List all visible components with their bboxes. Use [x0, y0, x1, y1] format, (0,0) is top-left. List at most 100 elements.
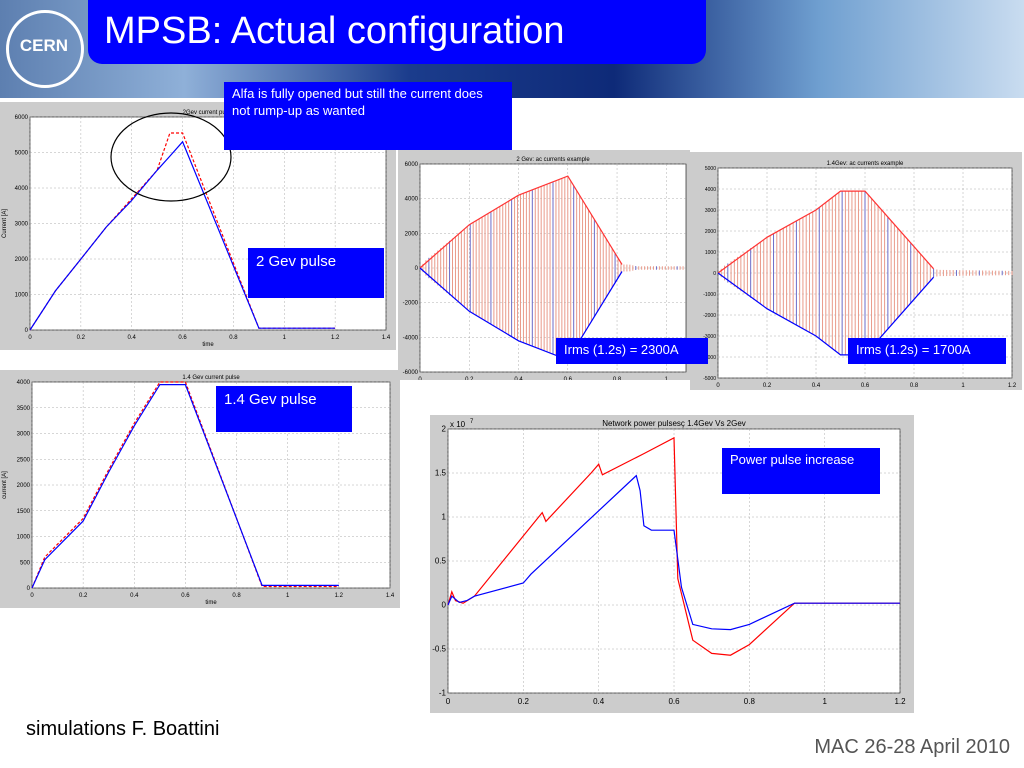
- y-tick-label: 1: [442, 513, 447, 522]
- cern-logo: [6, 10, 84, 88]
- y-tick-label: 6000: [15, 115, 29, 121]
- y-tick-label: 2500: [17, 457, 31, 463]
- x-tick-label: 0: [418, 377, 422, 380]
- series-line: [447, 436, 900, 656]
- x-tick-label: 0.8: [613, 377, 622, 380]
- y-axis-label: Current [A]: [2, 209, 8, 238]
- x-tick-label: 0.4: [812, 383, 821, 389]
- y-tick-label: 2000: [15, 257, 29, 263]
- y-tick-label: -5000: [703, 376, 716, 382]
- y-tick-label: -1: [439, 689, 447, 698]
- x-tick-label: 1.2: [335, 593, 344, 599]
- y-tick-label: 0: [25, 328, 29, 334]
- y-tick-label: 1000: [17, 535, 31, 541]
- chart-2gev-current-panel: 0 0.2 0.4 0.6 0.8 1 1.2 1.4 0 1000 2000 3000 4000 500…: [0, 102, 396, 350]
- exponent-power: 7: [470, 419, 474, 425]
- y-tick-label: -1000: [703, 292, 716, 298]
- y-tick-label: 4000: [705, 187, 716, 193]
- x-tick-label: 0: [28, 335, 32, 341]
- chart-title: 2 Gev: ac currents example: [516, 157, 590, 163]
- y-tick-label: 2: [442, 425, 447, 434]
- x-tick-label: 0.2: [763, 383, 772, 389]
- y-tick-label: 2000: [405, 231, 419, 237]
- title-box: MPSB: Actual configuration: [88, 0, 706, 64]
- y-tick-label: 3000: [17, 432, 31, 438]
- x-tick-label: 0.2: [518, 697, 530, 706]
- x-tick-label: 0.6: [668, 697, 680, 706]
- x-tick-label: 0.6: [181, 593, 190, 599]
- x-tick-label: 0.6: [178, 335, 187, 341]
- x-tick-label: 0: [716, 383, 720, 389]
- x-tick-label: 0.4: [130, 593, 139, 599]
- exponent-label: x 10: [450, 420, 466, 429]
- chart-title: Network power pulsesç 1.4Gev Vs 2Gev: [602, 419, 746, 428]
- y-tick-label: -0.5: [432, 645, 446, 654]
- x-tick-label: 1.2: [331, 335, 340, 341]
- y-tick-label: 3500: [17, 406, 31, 412]
- y-tick-label: 5000: [15, 151, 29, 157]
- series-line: [447, 474, 900, 631]
- slide-title: MPSB: Actual configuration: [104, 10, 565, 52]
- y-tick-label: -4000: [403, 335, 419, 341]
- y-tick-label: 0.5: [435, 557, 447, 566]
- x-tick-label: 0.8: [229, 335, 238, 341]
- series-line: [419, 267, 623, 361]
- y-tick-label: -6000: [403, 370, 419, 376]
- y-tick-label: 0: [442, 601, 447, 610]
- y-tick-label: 2000: [17, 483, 31, 489]
- y-tick-label: 1000: [15, 293, 29, 299]
- chart-2gev-ac: 0 0.2 0.4 0.6 0.8 1 -6000 -4000 -2000 0 2000 4000 60…: [403, 157, 687, 383]
- y-tick-label: 4000: [15, 186, 29, 192]
- y-tick-label: 4000: [405, 197, 419, 203]
- y-tick-label: 3000: [15, 222, 29, 228]
- y-tick-label: 3000: [705, 208, 716, 214]
- footer-credit: simulations F. Boattini: [26, 718, 220, 740]
- y-tick-label: 500: [20, 560, 31, 566]
- x-tick-label: 0.2: [77, 335, 86, 341]
- x-axis-label: time: [202, 342, 214, 348]
- y-tick-label: 1.5: [435, 469, 447, 478]
- cern-logo-text: CERN: [19, 36, 69, 55]
- x-tick-label: 1.4: [386, 593, 395, 599]
- series-line: [29, 132, 336, 331]
- y-tick-label: 1000: [705, 250, 716, 256]
- x-tick-label: 1: [822, 697, 827, 706]
- chart-title: 1.4 Gev current pulse: [182, 375, 240, 381]
- chart-2gev-ac-panel: 0 0.2 0.4 0.6 0.8 1 -6000 -4000 -2000 0 2000 4000 60…: [398, 150, 690, 383]
- y-tick-label: -2000: [403, 301, 419, 307]
- series-line: [29, 140, 336, 331]
- note-2gev-pulse: 2 Gev pulse: [248, 248, 384, 298]
- x-tick-label: 1.4: [382, 335, 391, 341]
- y-tick-label: -2000: [703, 313, 716, 319]
- x-tick-label: 1: [286, 593, 290, 599]
- footer-date: MAC 26-28 April 2010: [814, 736, 1010, 758]
- y-axis-label: current [A]: [2, 471, 8, 499]
- x-tick-label: 1.2: [1008, 383, 1017, 389]
- x-tick-label: 0.2: [465, 377, 474, 380]
- y-tick-label: 4000: [17, 380, 31, 386]
- x-tick-label: 1: [961, 383, 965, 389]
- x-tick-label: 0.4: [593, 697, 605, 706]
- highlight-ellipse: [110, 112, 232, 202]
- x-tick-label: 0.2: [79, 593, 88, 599]
- x-tick-label: 0.4: [128, 335, 137, 341]
- x-tick-label: 0: [446, 697, 451, 706]
- series-line: [717, 190, 935, 274]
- chart-title: 2Gev current pulse: [183, 110, 234, 116]
- x-tick-label: 0.8: [744, 697, 756, 706]
- note-irms-2gev: Irms (1.2s) = 2300A: [556, 338, 708, 364]
- note-power-increase: Power pulse increase: [722, 448, 880, 494]
- y-tick-label: -4000: [703, 355, 716, 361]
- y-tick-label: 0: [27, 586, 31, 592]
- x-tick-label: 1: [665, 377, 669, 380]
- y-tick-label: 6000: [405, 162, 419, 168]
- note-irms-14gev: Irms (1.2s) = 1700A: [848, 338, 1006, 364]
- x-tick-label: 0.6: [564, 377, 573, 380]
- x-axis-label: time: [205, 600, 217, 606]
- x-tick-label: 1.2: [894, 697, 906, 706]
- chart-title: 1.4Gev: ac currents example: [827, 161, 904, 167]
- y-tick-label: -3000: [703, 334, 716, 340]
- y-tick-label: 2000: [705, 229, 716, 235]
- x-tick-label: 1: [283, 335, 287, 341]
- y-tick-label: 5000: [705, 166, 716, 172]
